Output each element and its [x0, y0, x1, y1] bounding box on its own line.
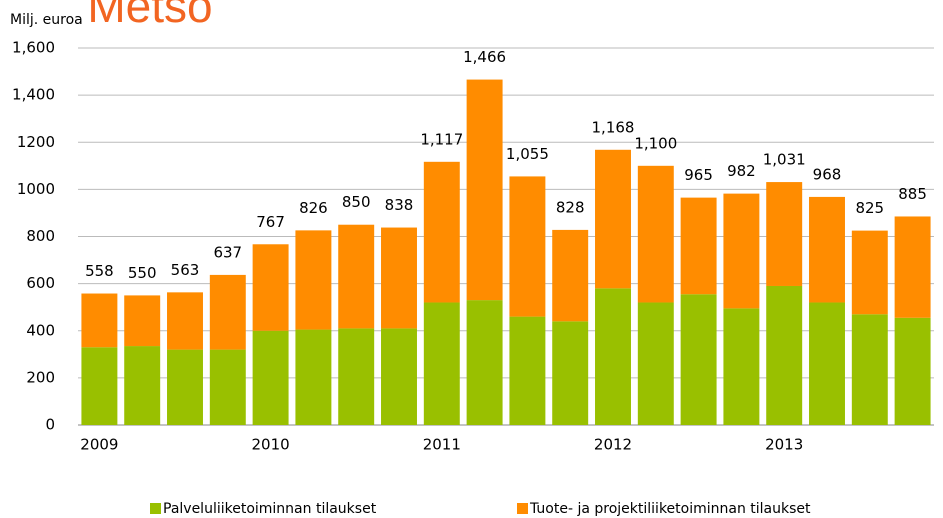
- bar-segment: [338, 224, 375, 329]
- data-label: 1,055: [506, 145, 549, 163]
- x-tick-label: 2009: [80, 436, 118, 454]
- bar-segment: [509, 316, 546, 425]
- bar-segment: [423, 302, 460, 425]
- legend-label: Palveluliiketoiminnan tilaukset: [163, 501, 377, 517]
- bar-segment: [552, 321, 589, 425]
- y-tick-label: 0: [45, 416, 55, 434]
- data-label: 968: [813, 165, 842, 183]
- y-tick-label: 1,400: [12, 86, 55, 104]
- bar-segment: [252, 330, 289, 425]
- bar-segment: [81, 293, 118, 348]
- bar-segment: [509, 176, 546, 317]
- y-tick-label: 1,600: [12, 39, 55, 57]
- bar-segment: [637, 302, 674, 425]
- bar-segment: [637, 165, 674, 303]
- data-label: 558: [85, 262, 114, 280]
- data-label: 885: [898, 185, 927, 203]
- data-label: 1,168: [592, 118, 635, 136]
- bar-segment: [252, 244, 289, 331]
- bar-segment: [723, 193, 760, 309]
- bar-segment: [295, 230, 332, 330]
- data-label: 826: [299, 199, 328, 217]
- bar-segment: [680, 197, 717, 295]
- data-label: 1,117: [420, 130, 463, 148]
- data-label: 965: [684, 166, 713, 184]
- data-label: 828: [556, 198, 585, 216]
- bar-segment: [595, 149, 631, 289]
- y-tick-label: 600: [26, 274, 55, 292]
- data-label: 1,100: [634, 134, 677, 152]
- bar-segment: [466, 300, 503, 425]
- legend-swatch: [517, 503, 528, 514]
- y-tick-label: 1000: [17, 180, 55, 198]
- data-label: 838: [385, 196, 414, 214]
- x-tick-label: 2012: [594, 436, 632, 454]
- bar-segment: [680, 294, 717, 425]
- bar-segment: [381, 328, 417, 425]
- bar-segment: [381, 227, 417, 329]
- data-label: 850: [342, 193, 371, 211]
- data-label: 1,031: [763, 151, 806, 169]
- x-tick-label: 2010: [252, 436, 290, 454]
- data-label: 825: [855, 199, 884, 217]
- y-tick-label: 800: [26, 227, 55, 245]
- bar-segment: [851, 230, 888, 315]
- data-label: 767: [256, 213, 285, 231]
- bar-segment: [167, 349, 203, 425]
- data-label: 982: [727, 162, 756, 180]
- y-tick-label: 1200: [17, 133, 55, 151]
- legend-label: Tuote- ja projektiliiketoiminnan tilauks…: [529, 501, 811, 517]
- x-tick-label: 2011: [423, 436, 461, 454]
- data-label: 550: [128, 264, 157, 282]
- bar-segment: [723, 308, 760, 425]
- legend-swatch: [150, 503, 161, 514]
- bar-segment: [766, 285, 803, 425]
- bar-segment: [894, 317, 931, 425]
- bar-segment: [766, 182, 803, 286]
- data-label: 563: [171, 261, 200, 279]
- bar-segment: [124, 346, 161, 425]
- bar-segment: [209, 274, 246, 350]
- bar-segment: [209, 349, 246, 425]
- bar-segment: [809, 302, 845, 425]
- bar-segment: [81, 347, 118, 425]
- y-tick-label: 200: [26, 368, 55, 386]
- bar-segment: [167, 292, 203, 350]
- data-label: 1,466: [463, 48, 506, 66]
- bar-segment: [295, 329, 332, 425]
- bar-segment: [809, 196, 845, 303]
- bar-segment: [894, 216, 931, 318]
- bar-segment: [552, 229, 589, 322]
- bar-segment: [124, 295, 161, 347]
- bar-segment: [595, 288, 631, 425]
- bar-segment: [466, 79, 503, 301]
- data-label: 637: [213, 243, 242, 261]
- bar-segment: [338, 328, 375, 425]
- y-tick-label: 400: [26, 321, 55, 339]
- bar-segment: [423, 161, 460, 303]
- chart-title: Metso: [87, 0, 212, 32]
- y-axis-label: Milj. euroa: [10, 12, 83, 28]
- bar-segment: [851, 314, 888, 425]
- x-tick-label: 2013: [765, 436, 803, 454]
